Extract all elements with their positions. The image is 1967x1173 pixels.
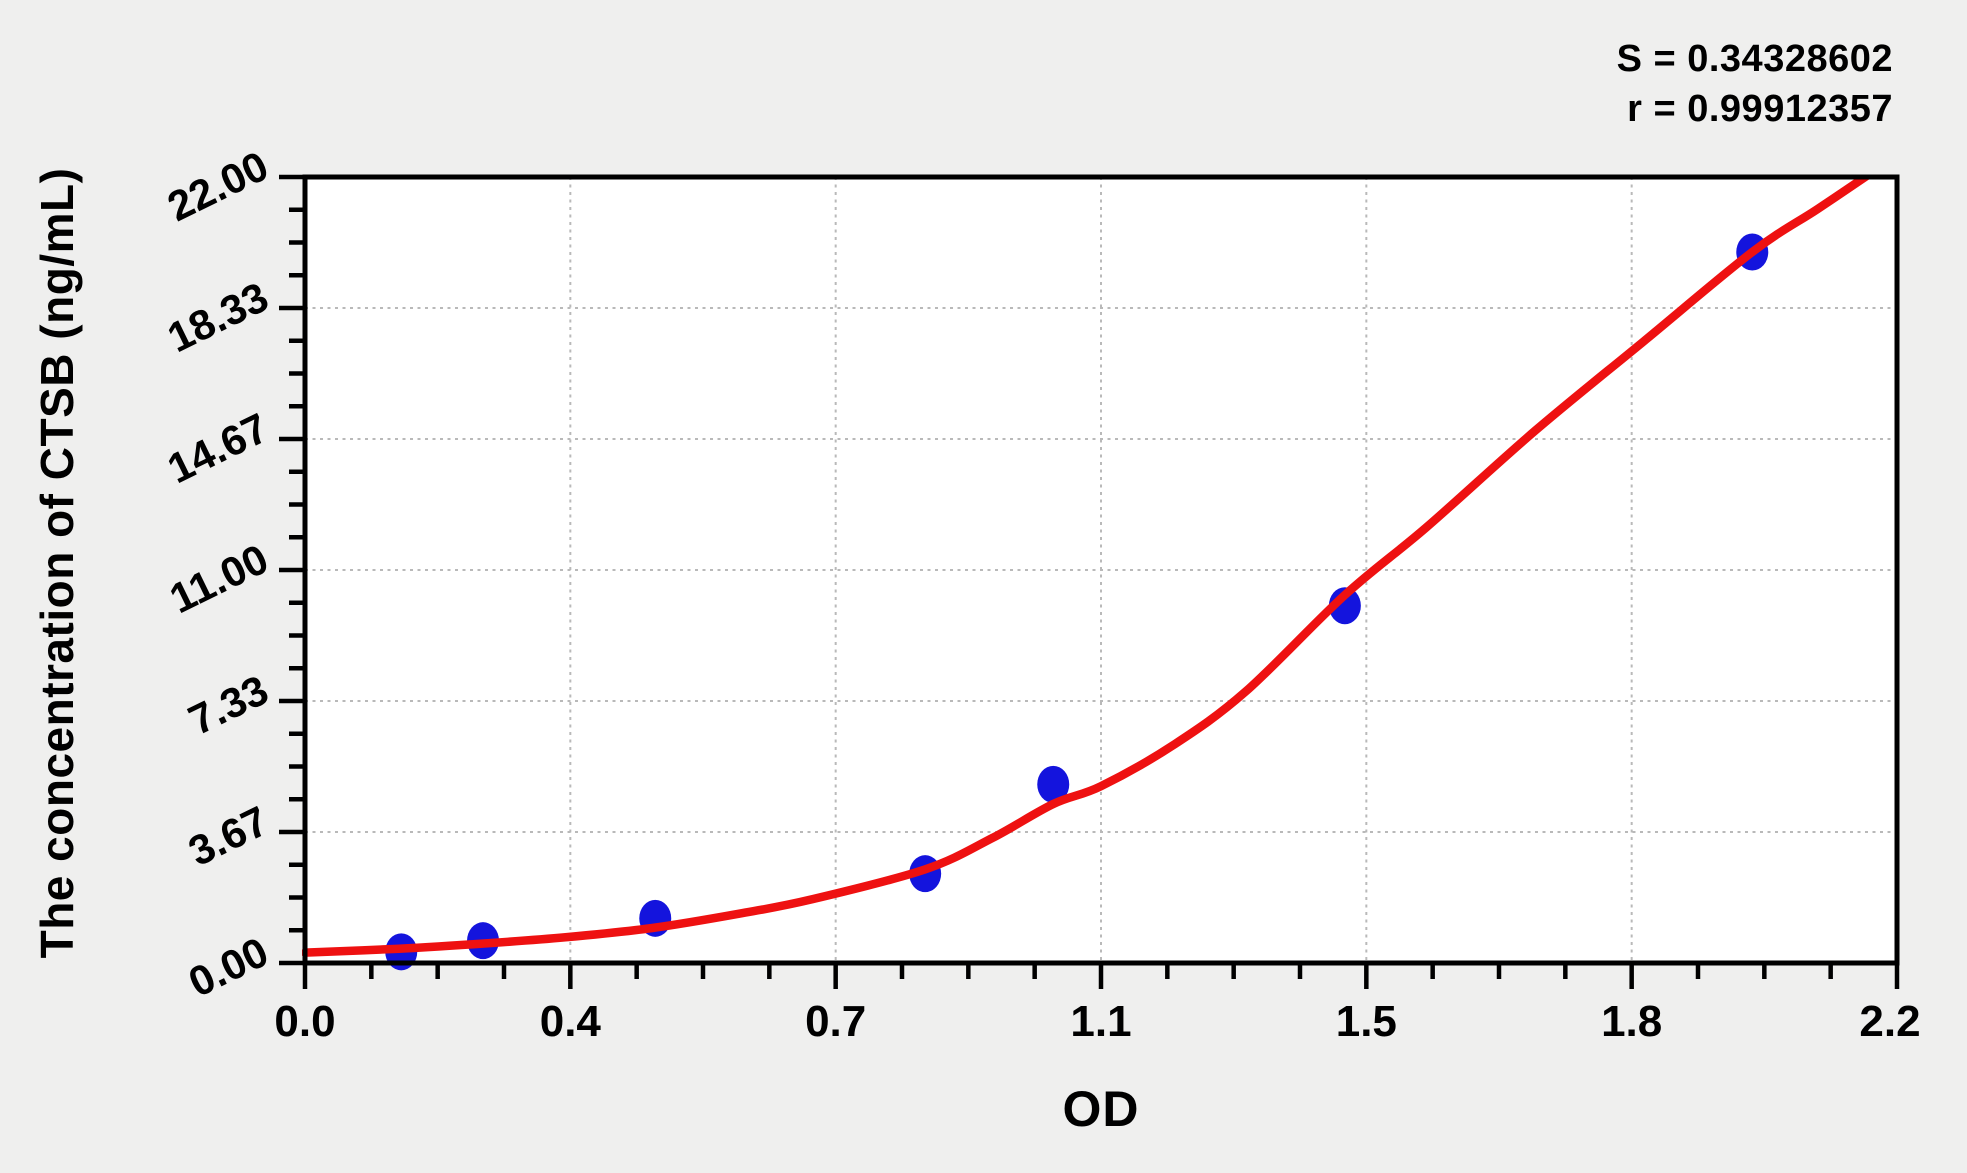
fit-r-value: r = 0.99912357 — [1627, 88, 1893, 130]
gridlines — [305, 177, 1897, 963]
svg-text:7.33: 7.33 — [181, 666, 275, 744]
axis-ticks — [279, 174, 1900, 989]
svg-text:1.5: 1.5 — [1336, 997, 1397, 1046]
svg-text:0.7: 0.7 — [805, 997, 866, 1046]
svg-text:18.33: 18.33 — [160, 273, 275, 361]
svg-text:3.67: 3.67 — [181, 797, 275, 875]
x-axis-title: OD — [1062, 1081, 1140, 1137]
svg-text:0.00: 0.00 — [181, 928, 275, 1006]
svg-text:0.4: 0.4 — [540, 997, 602, 1046]
svg-text:1.8: 1.8 — [1601, 997, 1662, 1046]
svg-text:22.00: 22.00 — [160, 142, 275, 230]
svg-text:1.1: 1.1 — [1070, 997, 1131, 1046]
svg-text:11.00: 11.00 — [162, 535, 275, 622]
data-point — [1328, 587, 1361, 625]
svg-text:14.67: 14.67 — [160, 404, 275, 492]
svg-text:0.0: 0.0 — [274, 997, 335, 1046]
x-tick-labels: 0.0 0.4 0.7 1.1 1.5 1.8 2.2 — [274, 997, 1920, 1046]
data-point — [1037, 765, 1070, 803]
fit-statistics: S = 0.34328602 r = 0.99912357 — [1617, 34, 1893, 134]
fitted-curve — [302, 175, 1876, 957]
svg-text:2.2: 2.2 — [1859, 997, 1920, 1046]
y-tick-labels: 0.00 3.67 7.33 11.00 14.67 18.33 22.00 — [160, 142, 275, 1006]
fit-s-value: S = 0.34328602 — [1616, 38, 1893, 80]
plot-frame — [302, 174, 1900, 966]
